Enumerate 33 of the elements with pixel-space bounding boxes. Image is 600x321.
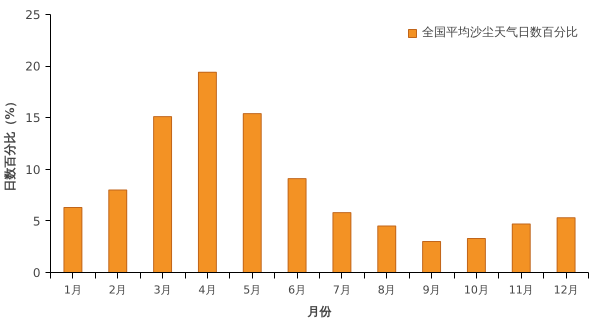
y-tick-label: 10 xyxy=(25,162,41,177)
y-tick-label: 5 xyxy=(32,214,41,228)
bar xyxy=(512,223,531,272)
bar xyxy=(466,238,486,272)
x-tick-label: 8月 xyxy=(378,284,396,296)
x-tick-label: 4月 xyxy=(198,284,216,296)
bar xyxy=(153,116,172,272)
y-tick-label: 25 xyxy=(25,8,41,22)
bar xyxy=(242,113,262,272)
x-tick-label: 9月 xyxy=(422,284,441,296)
y-tick-label: 15 xyxy=(25,111,41,126)
x-tick-label: 2月 xyxy=(108,284,127,296)
bar xyxy=(422,241,442,272)
x-tick-label: 7月 xyxy=(332,284,351,296)
y-tick-label: 20 xyxy=(25,60,41,74)
bar xyxy=(332,212,352,272)
bar xyxy=(288,178,307,272)
y-axis-title: 日数百分比（%） xyxy=(3,95,18,192)
bar xyxy=(198,72,217,272)
x-tick-label: 6月 xyxy=(288,284,306,296)
legend-label: 全国平均沙尘天气日数百分比 xyxy=(422,24,578,41)
x-tick-label: 12月 xyxy=(554,284,579,296)
x-tick-label: 3月 xyxy=(154,284,172,296)
bar xyxy=(556,217,576,272)
bar xyxy=(377,226,396,272)
x-tick-label: 10月 xyxy=(464,284,489,296)
bar xyxy=(63,206,82,272)
x-axis-title: 月份 xyxy=(306,304,332,318)
x-tick-label: 5月 xyxy=(243,284,262,296)
x-tick-label: 11月 xyxy=(508,284,534,296)
y-tick-label: 0 xyxy=(32,266,41,280)
bar xyxy=(108,189,128,272)
x-tick-label: 1月 xyxy=(64,284,82,296)
